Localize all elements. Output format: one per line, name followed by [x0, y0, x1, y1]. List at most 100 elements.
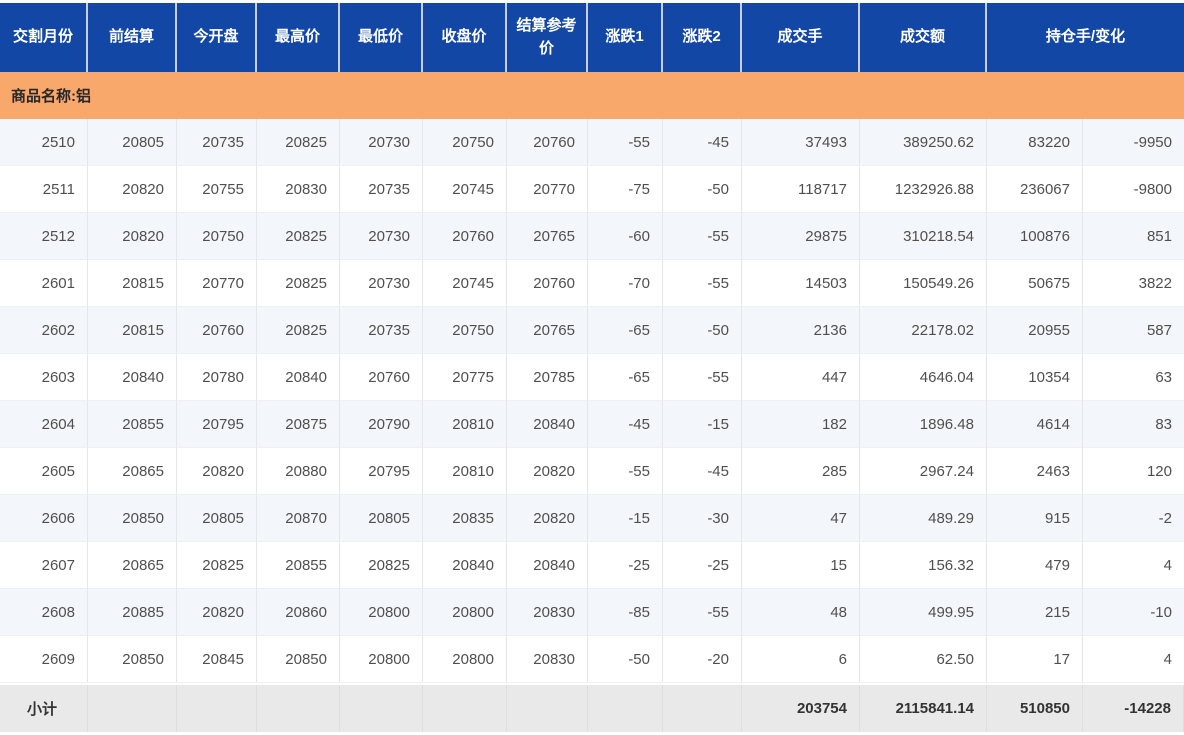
- table-cell: 20865: [88, 448, 177, 495]
- subtotal-row: 小计 203754 2115841.14 510850 -14228: [0, 683, 1184, 732]
- table-row: 2602 20815 20760 20825 20735 20750 20765 -65 -50…: [0, 307, 1184, 354]
- table-cell: 2606: [0, 495, 88, 542]
- table-row: 2605 20865 20820 20880 20795 20810 20820 -55 -45…: [0, 448, 1184, 495]
- table-cell: 29875: [742, 213, 860, 260]
- table-body: 2510 20805 20735 20825 20730 20750 20760 -55 -45…: [0, 119, 1184, 683]
- table-cell: 20825: [177, 542, 257, 589]
- table-cell: 20820: [177, 448, 257, 495]
- column-header: 结算参考价: [507, 3, 588, 72]
- table-cell: 20835: [423, 495, 507, 542]
- table-cell: 2136: [742, 307, 860, 354]
- table-cell: 1232926.88: [860, 166, 987, 213]
- table-cell: 310218.54: [860, 213, 987, 260]
- table-cell: -25: [588, 542, 663, 589]
- table-cell: 479: [987, 542, 1083, 589]
- commodity-group-row: 商品名称:铝: [0, 72, 1184, 119]
- table-cell: -25: [663, 542, 742, 589]
- table-cell: -30: [663, 495, 742, 542]
- table-cell: 2510: [0, 119, 88, 166]
- table-cell: -65: [588, 307, 663, 354]
- table-row: 2609 20850 20845 20850 20800 20800 20830 -50 -20…: [0, 636, 1184, 683]
- table-cell: 236067: [987, 166, 1083, 213]
- table-row: 2512 20820 20750 20825 20730 20760 20765 -60 -55…: [0, 213, 1184, 260]
- table-cell: 20760: [177, 307, 257, 354]
- table-cell: 20750: [423, 307, 507, 354]
- table-cell: 20830: [507, 589, 588, 636]
- table-cell: -45: [663, 119, 742, 166]
- table-cell: -70: [588, 260, 663, 307]
- table-cell: 587: [1083, 307, 1184, 354]
- table-cell: 20850: [88, 636, 177, 683]
- table-cell: -55: [588, 448, 663, 495]
- column-header: 今开盘: [177, 3, 257, 72]
- table-cell: 2603: [0, 354, 88, 401]
- table-cell: 22178.02: [860, 307, 987, 354]
- table-cell: 4: [1083, 542, 1184, 589]
- table-cell: 20760: [507, 119, 588, 166]
- table-cell: 20825: [257, 307, 340, 354]
- table-cell: 47: [742, 495, 860, 542]
- table-cell: 3822: [1083, 260, 1184, 307]
- table-cell: 20825: [257, 119, 340, 166]
- table-row: 2604 20855 20795 20875 20790 20810 20840 -45 -15…: [0, 401, 1184, 448]
- table-cell: 20745: [423, 166, 507, 213]
- table-cell: 20815: [88, 260, 177, 307]
- subtotal-label: 小计: [0, 685, 88, 732]
- table-cell: 20760: [423, 213, 507, 260]
- table-cell: 2602: [0, 307, 88, 354]
- table-cell: -60: [588, 213, 663, 260]
- table-cell: 2604: [0, 401, 88, 448]
- table-cell: 118717: [742, 166, 860, 213]
- table-cell: 20765: [507, 213, 588, 260]
- table-cell: 20850: [88, 495, 177, 542]
- table-cell: -20: [663, 636, 742, 683]
- table-cell: -15: [663, 401, 742, 448]
- subtotal-cell: 203754: [742, 685, 860, 732]
- table-cell: 20800: [340, 636, 423, 683]
- table-cell: 20800: [423, 636, 507, 683]
- subtotal-cell: [177, 685, 257, 732]
- table-row: 2608 20885 20820 20860 20800 20800 20830 -85 -55…: [0, 589, 1184, 636]
- column-header: 收盘价: [423, 3, 507, 72]
- subtotal-cell: [423, 685, 507, 732]
- table-cell: 20875: [257, 401, 340, 448]
- table-cell: 20745: [423, 260, 507, 307]
- subtotal-cell: [663, 685, 742, 732]
- table-cell: 20795: [340, 448, 423, 495]
- table-cell: 915: [987, 495, 1083, 542]
- table-cell: 20855: [257, 542, 340, 589]
- table-cell: -85: [588, 589, 663, 636]
- table-cell: 2511: [0, 166, 88, 213]
- table-row: 2607 20865 20825 20855 20825 20840 20840 -25 -25…: [0, 542, 1184, 589]
- table-cell: 20730: [340, 260, 423, 307]
- table-cell: 20825: [340, 542, 423, 589]
- table-cell: 20955: [987, 307, 1083, 354]
- table-cell: -2: [1083, 495, 1184, 542]
- table-cell: 20840: [423, 542, 507, 589]
- subtotal-cell: [588, 685, 663, 732]
- table-cell: -9950: [1083, 119, 1184, 166]
- table-cell: 37493: [742, 119, 860, 166]
- subtotal-cell: [340, 685, 423, 732]
- table-cell: 20765: [507, 307, 588, 354]
- table-cell: 20755: [177, 166, 257, 213]
- table-cell: 447: [742, 354, 860, 401]
- column-header: 最低价: [340, 3, 423, 72]
- table-cell: 20750: [423, 119, 507, 166]
- table-cell: 20735: [340, 166, 423, 213]
- table-cell: 20770: [177, 260, 257, 307]
- table-cell: 20840: [88, 354, 177, 401]
- table-cell: 20840: [507, 401, 588, 448]
- table-cell: 20780: [177, 354, 257, 401]
- table-cell: 20825: [257, 260, 340, 307]
- table-cell: 100876: [987, 213, 1083, 260]
- table-cell: 2512: [0, 213, 88, 260]
- table-cell: -50: [663, 166, 742, 213]
- table-cell: -55: [663, 589, 742, 636]
- table-cell: 4646.04: [860, 354, 987, 401]
- table-cell: 20880: [257, 448, 340, 495]
- table-row: 2601 20815 20770 20825 20730 20745 20760 -70 -55…: [0, 260, 1184, 307]
- table-cell: 83: [1083, 401, 1184, 448]
- table-cell: 20735: [340, 307, 423, 354]
- table-cell: -75: [588, 166, 663, 213]
